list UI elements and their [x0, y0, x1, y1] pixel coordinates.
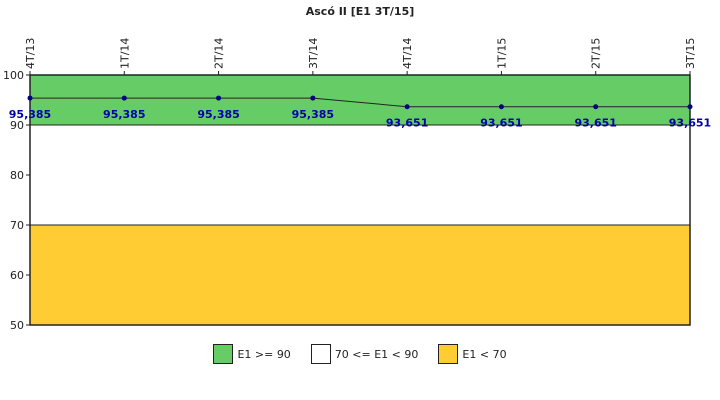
legend-swatch-green — [213, 344, 234, 364]
series-line — [30, 97, 690, 108]
data-label: 95,385 — [9, 108, 51, 121]
plot-frame — [29, 74, 691, 326]
data-point — [27, 95, 33, 101]
data-point — [216, 95, 222, 101]
data-label: 95,385 — [292, 108, 334, 121]
y-tick-label: 70 — [10, 219, 24, 232]
legend-label: E1 >= 90 — [237, 347, 291, 361]
data-point — [498, 104, 504, 110]
x-tick-label: 4T/13 — [24, 38, 37, 69]
x-tick-label: 1T/15 — [495, 38, 508, 69]
y-tick-label: 50 — [10, 319, 24, 332]
legend-label: E1 < 70 — [462, 347, 507, 361]
x-tick-label: 1T/14 — [118, 38, 131, 69]
data-point — [404, 104, 410, 110]
data-label: 93,651 — [386, 117, 428, 130]
y-tick-label: 80 — [10, 169, 24, 182]
data-label: 95,385 — [103, 108, 145, 121]
legend-item-band-low: E1 < 70 — [438, 344, 507, 364]
data-label: 93,651 — [480, 117, 522, 130]
x-tick-label: 3T/14 — [307, 38, 320, 69]
legend-label: 70 <= E1 < 90 — [334, 347, 419, 361]
y-tick-label: 60 — [10, 269, 24, 282]
data-point — [310, 95, 316, 101]
legend-swatch-yellow — [438, 344, 459, 364]
band-rect — [29, 224, 691, 326]
data-point — [687, 104, 693, 110]
x-tick-label: 2T/14 — [213, 38, 226, 69]
band-rect — [29, 124, 691, 226]
x-tick-label: 4T/14 — [401, 38, 414, 69]
y-tick-label: 90 — [10, 119, 24, 132]
data-point — [593, 104, 599, 110]
data-label: 95,385 — [197, 108, 239, 121]
series-layer: 95,385 95,385 95,385 95,385 93,651 93,651 93,6… — [9, 95, 711, 130]
data-label: 93,651 — [669, 117, 711, 130]
legend-item-band-high: E1 >= 90 — [213, 344, 291, 364]
x-tick-label: 2T/15 — [590, 38, 603, 69]
legend-swatch-white — [310, 344, 331, 364]
bands-layer — [29, 74, 691, 326]
x-tick-label: 3T/15 — [684, 38, 697, 69]
data-label: 93,651 — [574, 117, 616, 130]
data-point — [121, 95, 127, 101]
y-tick-label: 100 — [3, 69, 24, 82]
legend: E1 >= 90 70 <= E1 < 90 E1 < 70 — [0, 344, 720, 364]
chart-title: Ascó II [E1 3T/15] — [306, 5, 415, 18]
legend-item-band-mid: 70 <= E1 < 90 — [310, 344, 419, 364]
band-rect — [29, 74, 691, 126]
